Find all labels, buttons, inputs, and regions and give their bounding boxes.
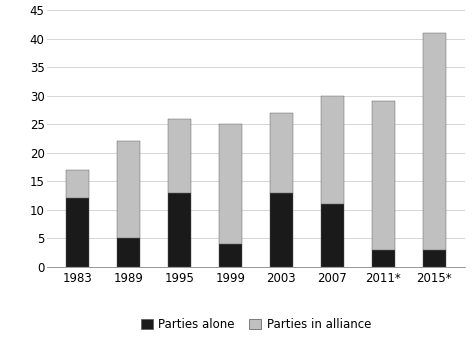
Bar xyxy=(423,250,446,267)
Bar xyxy=(321,96,344,204)
Bar xyxy=(423,33,446,250)
Bar xyxy=(117,238,140,267)
Bar xyxy=(321,204,344,267)
Bar xyxy=(219,124,242,244)
Bar xyxy=(270,113,293,193)
Bar xyxy=(372,250,395,267)
Bar xyxy=(372,102,395,250)
Bar xyxy=(168,193,191,267)
Bar xyxy=(168,119,191,193)
Bar xyxy=(117,141,140,238)
Bar xyxy=(66,198,89,267)
Bar xyxy=(66,170,89,198)
Bar xyxy=(219,244,242,267)
Bar xyxy=(270,193,293,267)
Legend: Parties alone, Parties in alliance: Parties alone, Parties in alliance xyxy=(136,314,376,336)
